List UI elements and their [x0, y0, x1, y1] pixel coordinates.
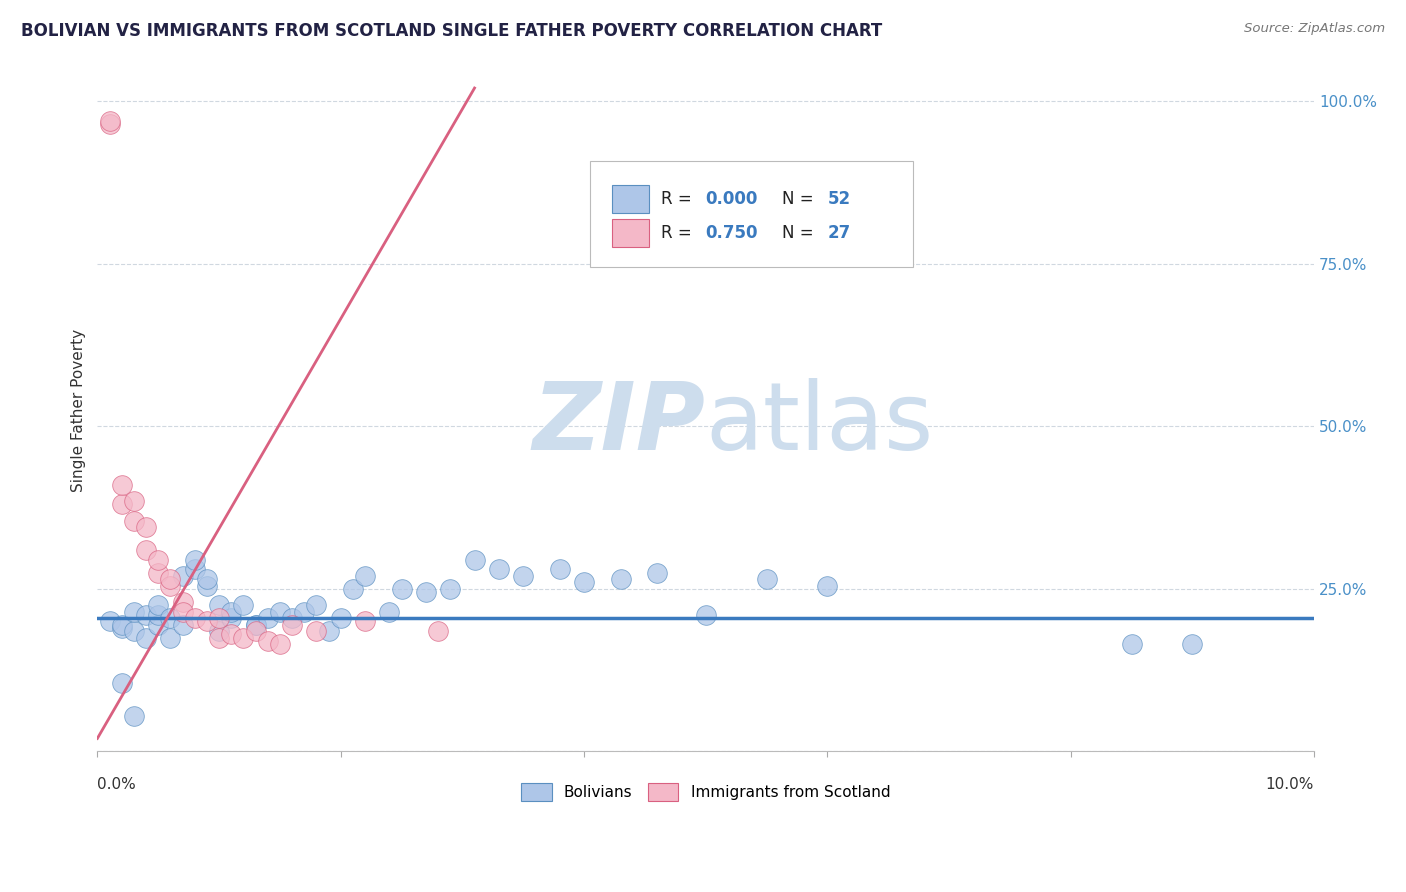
Point — [512, 569, 534, 583]
Point — [219, 611, 242, 625]
Point — [195, 572, 218, 586]
Text: ZIP: ZIP — [533, 377, 706, 470]
Point — [111, 497, 134, 511]
Y-axis label: Single Father Poverty: Single Father Poverty — [72, 328, 86, 491]
Point — [159, 572, 181, 586]
Point — [172, 605, 194, 619]
Point — [427, 624, 450, 639]
Point — [645, 566, 668, 580]
Text: 0.750: 0.750 — [706, 224, 758, 242]
Point — [1121, 637, 1143, 651]
Point — [183, 552, 205, 566]
Point — [148, 566, 170, 580]
Point — [172, 617, 194, 632]
Point — [342, 582, 364, 596]
Point — [464, 552, 486, 566]
Text: atlas: atlas — [706, 377, 934, 470]
Point — [415, 585, 437, 599]
Point — [755, 572, 778, 586]
Point — [122, 514, 145, 528]
Point — [815, 579, 838, 593]
Point — [111, 477, 134, 491]
Point — [148, 598, 170, 612]
FancyBboxPatch shape — [612, 185, 648, 213]
Point — [256, 633, 278, 648]
Point — [232, 631, 254, 645]
Text: Source: ZipAtlas.com: Source: ZipAtlas.com — [1244, 22, 1385, 36]
Text: N =: N = — [782, 224, 820, 242]
Text: R =: R = — [661, 224, 697, 242]
Text: 0.0%: 0.0% — [97, 777, 136, 792]
Point — [183, 562, 205, 576]
Point — [305, 598, 328, 612]
Point — [354, 569, 377, 583]
Point — [135, 520, 157, 534]
Point — [391, 582, 413, 596]
Point — [245, 617, 267, 632]
Point — [111, 617, 134, 632]
Point — [245, 624, 267, 639]
Point — [111, 621, 134, 635]
Text: 0.000: 0.000 — [706, 190, 758, 208]
Point — [305, 624, 328, 639]
Point — [329, 611, 352, 625]
FancyBboxPatch shape — [591, 161, 912, 267]
Point — [281, 617, 304, 632]
Text: N =: N = — [782, 190, 820, 208]
Point — [148, 552, 170, 566]
Point — [148, 617, 170, 632]
Text: R =: R = — [661, 190, 697, 208]
Point — [172, 569, 194, 583]
Point — [292, 605, 315, 619]
Point — [281, 611, 304, 625]
Text: 52: 52 — [827, 190, 851, 208]
Text: 27: 27 — [827, 224, 851, 242]
Point — [439, 582, 461, 596]
Point — [208, 611, 231, 625]
Text: 10.0%: 10.0% — [1265, 777, 1315, 792]
Point — [269, 637, 291, 651]
Point — [135, 542, 157, 557]
Point — [98, 615, 121, 629]
Point — [318, 624, 340, 639]
Point — [122, 708, 145, 723]
Point — [122, 605, 145, 619]
Point — [548, 562, 571, 576]
Point — [135, 607, 157, 622]
Point — [378, 605, 401, 619]
Point — [195, 579, 218, 593]
Point — [208, 598, 231, 612]
Point — [135, 631, 157, 645]
Point — [219, 627, 242, 641]
Point — [354, 615, 377, 629]
Point — [122, 624, 145, 639]
Point — [609, 572, 631, 586]
Point — [148, 607, 170, 622]
FancyBboxPatch shape — [612, 219, 648, 247]
Point — [159, 579, 181, 593]
Point — [572, 575, 595, 590]
Point — [208, 624, 231, 639]
Point — [1181, 637, 1204, 651]
Point — [159, 611, 181, 625]
Point — [98, 113, 121, 128]
Point — [159, 631, 181, 645]
Point — [488, 562, 510, 576]
Point — [195, 615, 218, 629]
Point — [219, 605, 242, 619]
Point — [256, 611, 278, 625]
Point — [269, 605, 291, 619]
Point — [183, 611, 205, 625]
Text: BOLIVIAN VS IMMIGRANTS FROM SCOTLAND SINGLE FATHER POVERTY CORRELATION CHART: BOLIVIAN VS IMMIGRANTS FROM SCOTLAND SIN… — [21, 22, 883, 40]
Point — [695, 607, 717, 622]
Point — [98, 117, 121, 131]
Point — [208, 631, 231, 645]
Point — [232, 598, 254, 612]
Point — [111, 676, 134, 690]
Point — [122, 494, 145, 508]
Point — [172, 595, 194, 609]
Point — [245, 617, 267, 632]
Legend: Bolivians, Immigrants from Scotland: Bolivians, Immigrants from Scotland — [516, 779, 894, 805]
